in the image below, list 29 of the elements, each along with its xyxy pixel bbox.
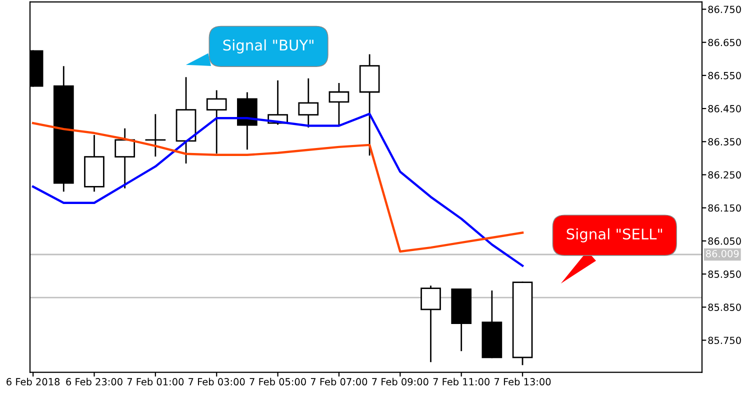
candlestick — [206, 90, 227, 154]
x-tick-label: 7 Feb 13:00 — [494, 378, 551, 386]
x-tick-label: 7 Feb 07:00 — [310, 378, 368, 386]
x-tick-label: 7 Feb 11:00 — [433, 378, 490, 386]
y-tick-label: 85.850 — [708, 304, 741, 311]
y-tick-label: 86.050 — [708, 237, 741, 245]
candlestick — [420, 286, 441, 362]
x-tick-label: 6 Feb 2018 — [6, 378, 60, 386]
y-tick-label: 85.750 — [708, 336, 741, 344]
y-tick-label: 86.650 — [708, 38, 741, 46]
x-tick-label: 6 Feb 23:00 — [66, 378, 122, 386]
x-tick-label: 7 Feb 05:00 — [250, 378, 306, 386]
y-tick-label: 85.950 — [708, 270, 741, 278]
ref-line-label: 86.009 — [706, 250, 739, 258]
x-tick-label: 7 Feb 09:00 — [372, 378, 428, 386]
y-tick-label: 86.150 — [708, 204, 741, 212]
y-tick-label: 86.550 — [708, 72, 741, 80]
y-tick-label: 86.350 — [708, 138, 741, 146]
candlestick — [145, 114, 166, 157]
annotation: Signal "SELL" — [566, 228, 662, 242]
x-tick-label: 7 Feb 01:00 — [127, 378, 184, 386]
candlestick — [328, 83, 350, 126]
y-tick-label: 86.450 — [708, 105, 741, 112]
candlestick — [114, 128, 136, 188]
x-tick-label: 7 Feb 03:00 — [188, 378, 245, 386]
annotation: Signal "BUY" — [223, 39, 314, 54]
y-tick-label: 86.750 — [708, 6, 741, 14]
y-tick-label: 86.250 — [708, 171, 741, 179]
candlestick — [298, 78, 319, 128]
